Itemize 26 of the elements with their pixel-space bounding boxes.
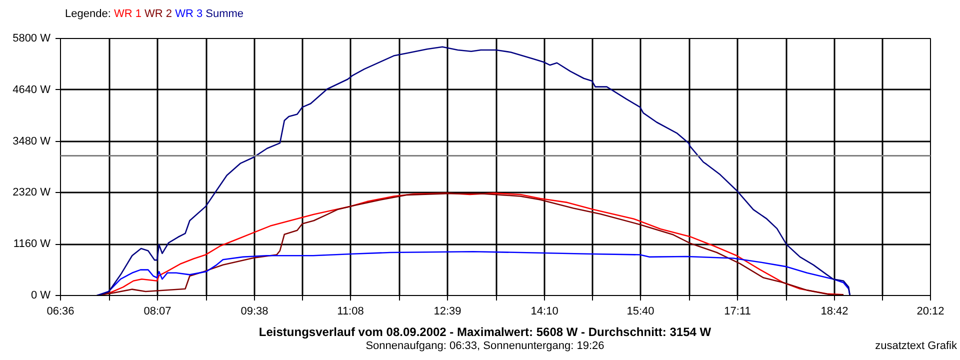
x-tick-label: 20:12 <box>916 306 944 318</box>
x-tick-label: 17:11 <box>724 306 751 318</box>
y-tick-label: 1160 W <box>13 238 52 250</box>
x-tick-label: 06:36 <box>46 306 74 318</box>
text: zusatztext Grafik <box>875 339 957 353</box>
x-tick-label: 18:42 <box>820 306 848 318</box>
text: Leistungsverlauf vom 08.09.2002 - Maximalwert: 5608 W - Durchschnitt: 3154 W <box>258 325 712 339</box>
x-tick-label: 11:08 <box>337 306 364 318</box>
y-tick-label: 0 W <box>30 290 52 302</box>
x-tick-label: 08:07 <box>144 306 172 318</box>
text: WR 3 <box>175 8 203 20</box>
legend-title: Legende: <box>65 8 111 20</box>
y-tick-label: 2320 W <box>12 186 52 199</box>
line-series <box>96 250 851 296</box>
x-tick-label: 12:39 <box>434 306 462 318</box>
y-tick-label: 4640 W <box>12 84 52 96</box>
x-tick-label: 09:38 <box>240 306 268 318</box>
x-tick-label: 14:10 <box>530 306 558 318</box>
text: WR 2 <box>144 8 172 20</box>
text: Summe <box>206 8 244 20</box>
y-tick-label: 5800 W <box>12 32 52 44</box>
y-tick-label: 3480 W <box>12 135 52 148</box>
text: Sonnenaufgang: 06:33, Sonnenuntergang: 19:26 <box>366 340 604 352</box>
line-series <box>96 46 851 296</box>
x-tick-label: 15:40 <box>626 306 654 318</box>
text: WR 1 <box>114 8 142 20</box>
